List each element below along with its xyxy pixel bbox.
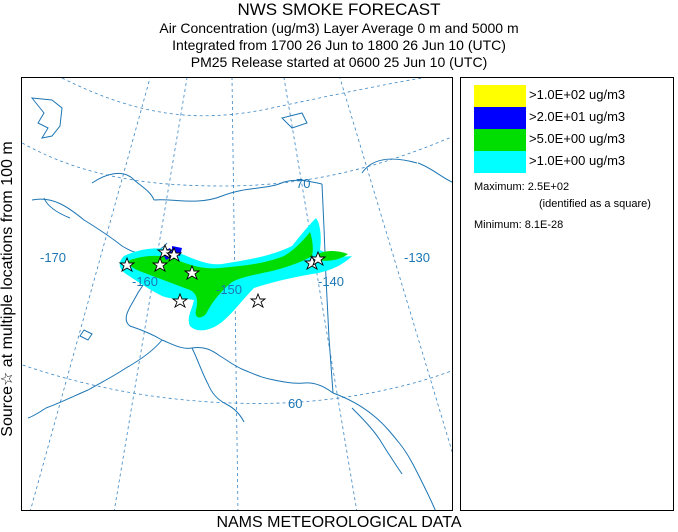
source-star <box>309 250 327 267</box>
legend-label: >5.0E+00 ug/m3 <box>529 131 626 146</box>
canadian-arctic-coast-2 <box>417 162 452 183</box>
source-star <box>171 292 189 309</box>
legend-swatch-yellow <box>474 85 526 107</box>
latitude-line-80 <box>61 78 423 117</box>
source-star <box>118 256 136 273</box>
meridian-140 <box>283 78 358 510</box>
canada-border <box>321 183 334 394</box>
lon-label-150: -150 <box>216 282 242 297</box>
nunivak-island <box>79 329 93 341</box>
legend-entry: >5.0E+00 ug/m3 <box>474 129 674 151</box>
legend-swatch-green <box>474 129 526 151</box>
canadian-arctic-coast <box>361 158 418 174</box>
southeast-panhandle <box>332 392 436 510</box>
lon-label-170: -170 <box>40 250 66 265</box>
legend-label: >2.0E+01 ug/m3 <box>529 109 626 124</box>
legend-entry: >1.0E+02 ug/m3 <box>474 85 674 107</box>
source-star <box>183 264 201 281</box>
aleutian-chain <box>27 407 47 419</box>
graticule-labels: 70 60 -170 -160 -150 -140 -130 <box>40 176 430 411</box>
forecast-title: NWS SMOKE FORECAST <box>237 0 441 19</box>
source-star <box>151 256 169 273</box>
minimum-value: Minimum: 8.1E-28 <box>474 219 564 231</box>
latitude-line-60 <box>22 364 452 404</box>
source-markers <box>118 243 327 309</box>
panhandle-inner <box>351 407 403 475</box>
coastline <box>27 97 452 510</box>
wrangel-island <box>30 97 63 139</box>
integration-period: Integrated from 1700 26 Jun to 1800 26 J… <box>172 37 506 53</box>
data-source-footer: NAMS METEOROLOGICAL DATA <box>216 514 462 531</box>
legend-entry: >1.0E+00 ug/m3 <box>474 151 674 173</box>
meridian-160 <box>113 78 188 510</box>
alaska-peninsula <box>45 339 163 409</box>
source-star <box>249 292 267 309</box>
lon-label-140: -140 <box>318 274 344 289</box>
legend-panel: >1.0E+02 ug/m3 >2.0E+01 ug/m3 >5.0E+00 u… <box>460 77 674 511</box>
lon-label-130: -130 <box>404 250 430 265</box>
meridian-170 <box>30 78 151 510</box>
legend-swatch-cyan <box>474 151 526 173</box>
maximum-value: Maximum: 2.5E+02 <box>474 181 570 193</box>
legend-label: >1.0E+00 ug/m3 <box>529 153 626 168</box>
arctic-island <box>281 112 308 129</box>
lon-label-160: -160 <box>132 274 158 289</box>
release-start: PM25 Release started at 0600 25 Jun 10 (… <box>190 54 488 70</box>
legend-label: >1.0E+02 ug/m3 <box>529 87 626 102</box>
lat-label-60: 60 <box>288 396 302 411</box>
legend-entry: >2.0E+01 ug/m3 <box>474 107 674 129</box>
source-location-label: Source☆ at multiple locations from 100 m <box>0 141 16 437</box>
map-panel: 70 60 -170 -160 -150 -140 -130 <box>21 77 453 511</box>
chukotka-tip <box>43 197 71 219</box>
source-star <box>165 246 183 263</box>
north-slope-coast <box>153 179 323 202</box>
maximum-note: (identified as a square) <box>539 198 651 210</box>
alaska-map: 70 60 -170 -160 -150 -140 -130 <box>22 78 452 510</box>
meridian-130 <box>339 78 452 453</box>
concentration-description: Air Concentration (ug/m3) Layer Average … <box>159 20 519 36</box>
chukotka-north-coast <box>31 198 155 255</box>
legend-swatch-blue <box>474 107 526 129</box>
chukchi-shore <box>91 172 155 201</box>
cook-inlet <box>191 347 245 423</box>
latitude-line-70 <box>22 136 452 187</box>
plume-east-level-2 <box>318 251 348 261</box>
lat-label-70: 70 <box>296 176 310 191</box>
plume-level-2 <box>128 232 313 318</box>
source-star <box>156 243 174 260</box>
